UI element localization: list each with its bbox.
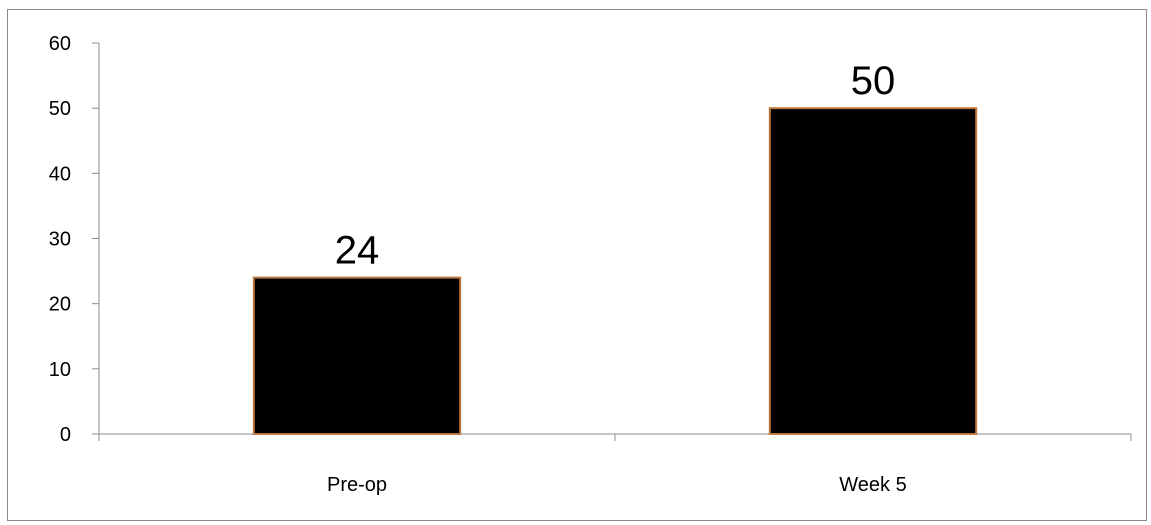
bars (252, 107, 978, 436)
bar-week-5 (768, 107, 978, 436)
bar-pre-op (252, 276, 462, 435)
y-tick-label: 30 (49, 229, 71, 251)
y-tick-label: 50 (49, 98, 71, 120)
labels: 0 10 20 30 40 50 60 Pre-op 24 Week 5 50 (49, 33, 907, 496)
x-category-label: Pre-op (327, 474, 387, 496)
y-tick-label: 20 (49, 294, 71, 316)
x-category-label: Week 5 (839, 474, 906, 496)
y-tick-label: 10 (49, 359, 71, 381)
y-tick-label: 60 (49, 33, 71, 55)
y-tick-label: 40 (49, 163, 71, 185)
bar-data-label: 24 (335, 229, 380, 273)
y-tick-label: 0 (60, 424, 71, 446)
bar-data-label: 50 (851, 59, 896, 103)
